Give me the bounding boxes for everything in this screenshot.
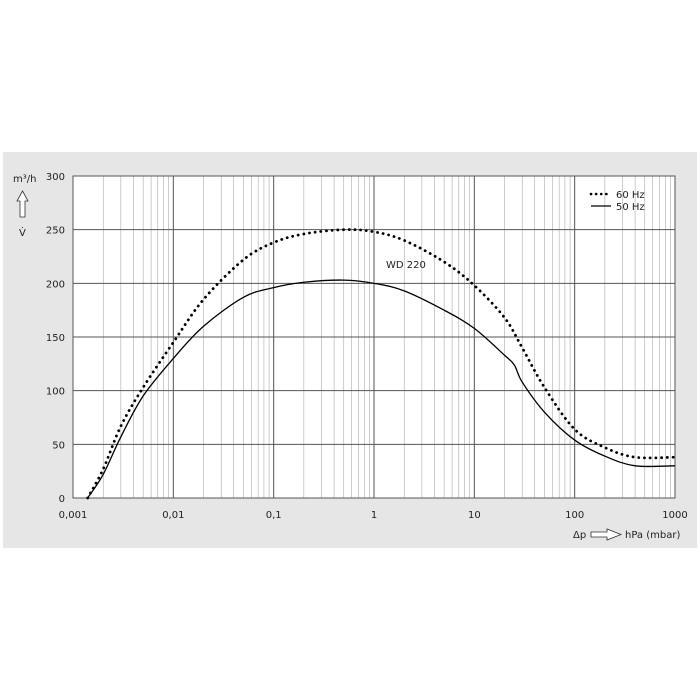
x-tick-label: 0,001 (59, 510, 88, 521)
x-tick-label: 100 (565, 510, 584, 521)
series-layer (86, 228, 677, 500)
x-axis-symbol: Δp (573, 530, 586, 541)
curve-annotation: WD 220 (386, 260, 426, 271)
y-tick-label: 300 (46, 172, 65, 183)
y-tick-labels: 0 50 100 150 200 250 300 (46, 172, 65, 505)
y-axis-arrow (16, 190, 29, 218)
series-line-50hz (87, 279, 676, 499)
legend: 60 Hz 50 Hz (589, 190, 645, 213)
y-tick-label: 150 (46, 333, 65, 344)
plot-frame (72, 175, 676, 499)
x-tick-label: 10 (468, 510, 481, 521)
x-axis-unit: hPa (mbar) (625, 530, 680, 541)
y-tick-label: 100 (46, 387, 65, 398)
y-tick-label: 0 (59, 494, 65, 505)
x-tick-label: 1 (371, 510, 377, 521)
legend-label-60hz: 60 Hz (616, 190, 645, 201)
chart-panel: 0,001 0,01 0,1 1 10 100 1000 0 50 100 150 200 250 30… (3, 152, 697, 548)
y-tick-label: 200 (46, 279, 65, 290)
x-axis-arrow (590, 528, 623, 541)
y-axis-symbol: V̇ (19, 226, 26, 239)
flow-rate-chart: 0,001 0,01 0,1 1 10 100 1000 0 50 100 150 200 250 30… (13, 172, 688, 541)
series-line-60hz (86, 228, 677, 500)
x-tick-labels: 0,001 0,01 0,1 1 10 100 1000 (59, 510, 688, 521)
x-tick-label: 0,1 (266, 510, 282, 521)
x-tick-label: 1000 (662, 510, 687, 521)
y-tick-label: 250 (46, 226, 65, 237)
y-axis-unit: m³/h (13, 174, 36, 185)
y-tick-label: 50 (52, 440, 65, 451)
x-tick-label: 0,01 (162, 510, 184, 521)
legend-label-50hz: 50 Hz (616, 202, 645, 213)
